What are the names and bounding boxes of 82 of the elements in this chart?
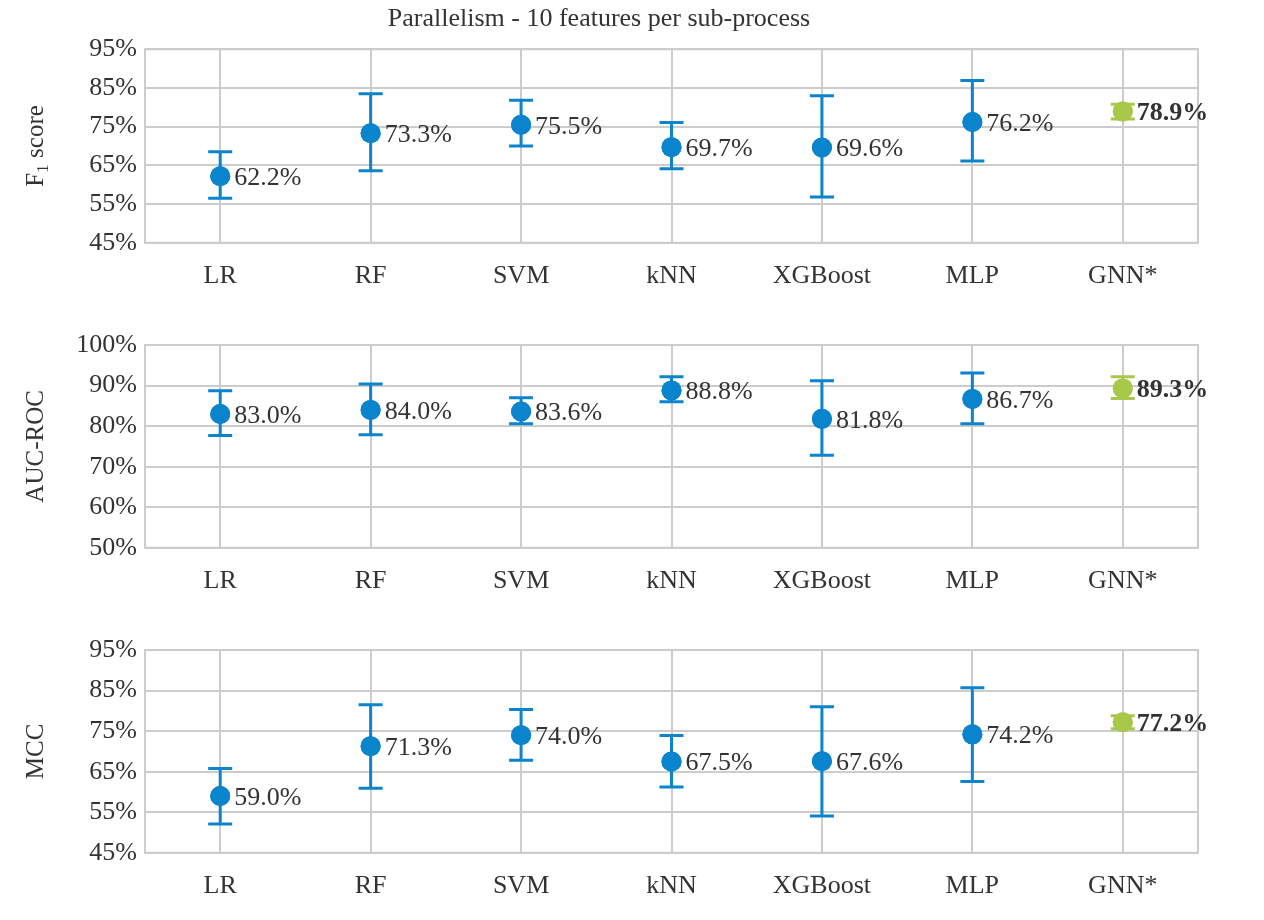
y-tick-label: 70% xyxy=(89,450,137,480)
data-label: 78.9% xyxy=(1136,97,1209,127)
point xyxy=(661,137,682,158)
point xyxy=(962,724,983,745)
data-label: 74.2% xyxy=(986,720,1054,750)
y-tick-label: 45% xyxy=(89,836,137,866)
chart-title: Parallelism - 10 features per sub-process xyxy=(387,3,811,33)
data-label: 69.6% xyxy=(835,133,904,163)
x-tick-label: LR xyxy=(203,565,238,595)
point xyxy=(811,408,832,429)
x-tick-label: XGBoost xyxy=(772,565,872,595)
y-tick-label: 85% xyxy=(89,674,137,704)
y-tick-label: 80% xyxy=(89,409,137,439)
y-tick-label: 75% xyxy=(89,110,137,140)
y-tick-label: 95% xyxy=(89,633,137,663)
data-label: 89.3% xyxy=(1136,374,1209,404)
y-tick-label: 90% xyxy=(89,369,137,399)
point xyxy=(511,401,532,422)
data-label: 74.0% xyxy=(535,721,603,750)
x-tick-label: SVM xyxy=(492,260,550,290)
y-axis-title: MCC xyxy=(20,723,48,780)
point xyxy=(511,114,532,135)
point xyxy=(661,751,682,772)
point xyxy=(661,380,682,401)
data-label: 59.0% xyxy=(234,781,302,811)
x-tick-label: MLP xyxy=(945,260,1000,290)
data-label: 83.6% xyxy=(535,397,603,427)
point xyxy=(962,111,983,132)
point xyxy=(511,725,532,746)
x-tick-label: GNN* xyxy=(1088,260,1158,290)
data-label: 67.6% xyxy=(835,746,904,776)
x-tick-label: kNN xyxy=(646,260,697,290)
y-tick-label: 65% xyxy=(89,149,137,179)
point xyxy=(210,403,231,424)
x-tick-label: LR xyxy=(203,260,238,290)
point xyxy=(210,786,231,807)
y-tick-label: 100% xyxy=(76,328,137,358)
x-tick-label: GNN* xyxy=(1088,870,1158,900)
data-label: 76.2% xyxy=(986,107,1054,137)
point xyxy=(811,751,832,772)
y-tick-label: 95% xyxy=(89,33,137,63)
x-tick-label: RF xyxy=(354,870,387,900)
data-label: 75.5% xyxy=(535,110,603,140)
point xyxy=(360,123,381,144)
data-label: 84.0% xyxy=(384,395,452,425)
point xyxy=(811,137,832,158)
x-tick-label: RF xyxy=(354,260,387,290)
data-label: 86.7% xyxy=(986,384,1054,414)
x-tick-label: kNN xyxy=(646,870,697,900)
y-axis-title: F1 score xyxy=(20,105,53,187)
y-tick-label: 55% xyxy=(89,796,137,826)
y-tick-label: 75% xyxy=(89,714,137,744)
y-tick-label: 55% xyxy=(89,187,137,217)
x-tick-label: kNN xyxy=(646,565,697,595)
data-label: 69.7% xyxy=(685,132,753,162)
x-tick-label: RF xyxy=(354,565,387,595)
x-tick-label: SVM xyxy=(492,565,550,595)
data-label: 88.8% xyxy=(685,376,753,406)
x-tick-label: GNN* xyxy=(1088,565,1158,595)
x-tick-label: LR xyxy=(203,870,238,900)
point xyxy=(360,736,381,757)
y-tick-label: 85% xyxy=(89,71,137,101)
data-label: 71.3% xyxy=(384,731,452,761)
y-tick-label: 60% xyxy=(89,491,137,521)
point xyxy=(962,388,983,409)
point xyxy=(360,399,381,420)
x-tick-label: MLP xyxy=(945,870,1000,900)
data-label: 81.8% xyxy=(835,404,904,434)
data-label: 67.5% xyxy=(685,747,753,777)
data-label: 73.3% xyxy=(384,119,452,149)
y-axis-title: AUC-ROC xyxy=(20,390,48,503)
y-tick-label: 50% xyxy=(89,531,137,561)
point xyxy=(210,166,231,187)
x-tick-label: SVM xyxy=(492,870,550,900)
x-tick-label: XGBoost xyxy=(772,260,872,290)
data-label: 77.2% xyxy=(1136,707,1209,737)
y-tick-label: 45% xyxy=(89,226,137,256)
x-tick-label: MLP xyxy=(945,565,1000,595)
x-tick-label: XGBoost xyxy=(772,870,872,900)
data-label: 62.2% xyxy=(234,162,302,192)
y-tick-label: 65% xyxy=(89,755,137,785)
data-label: 83.0% xyxy=(234,399,302,429)
